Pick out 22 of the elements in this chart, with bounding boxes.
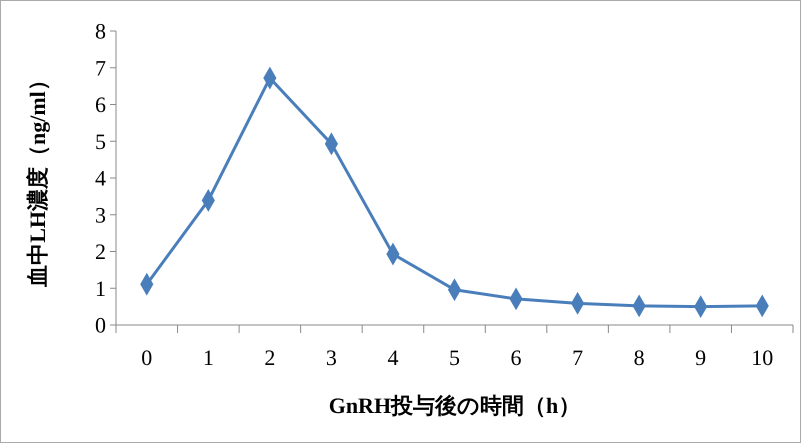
y-tick-label: 3: [95, 202, 106, 228]
x-tick-label: 1: [202, 345, 214, 370]
y-tick-label: 5: [95, 128, 106, 154]
x-tick-label: 3: [326, 345, 337, 370]
y-tick-label: 0: [95, 312, 106, 338]
x-tick-label: 10: [751, 345, 774, 370]
y-tick-label: 6: [95, 92, 106, 118]
x-tick-label: 2: [264, 345, 276, 370]
y-tick-label: 2: [95, 239, 106, 264]
y-tick-label: 4: [95, 166, 106, 191]
y-tick-label: 8: [95, 18, 106, 44]
x-tick-label: 8: [634, 345, 645, 370]
x-tick-label: 4: [387, 345, 398, 370]
x-tick-label: 5: [449, 345, 460, 370]
y-axis-title: 血中LH濃度（ng/ml）: [25, 69, 50, 288]
x-tick-label: 6: [510, 345, 522, 370]
y-tick-label: 7: [95, 55, 106, 80]
x-tick-label: 9: [695, 345, 706, 370]
x-axis-title: GnRH投与後の時間（h）: [328, 393, 580, 418]
x-tick-label: 7: [572, 345, 584, 370]
x-tick-label: 0: [141, 345, 152, 370]
y-tick-label: 1: [95, 276, 106, 301]
